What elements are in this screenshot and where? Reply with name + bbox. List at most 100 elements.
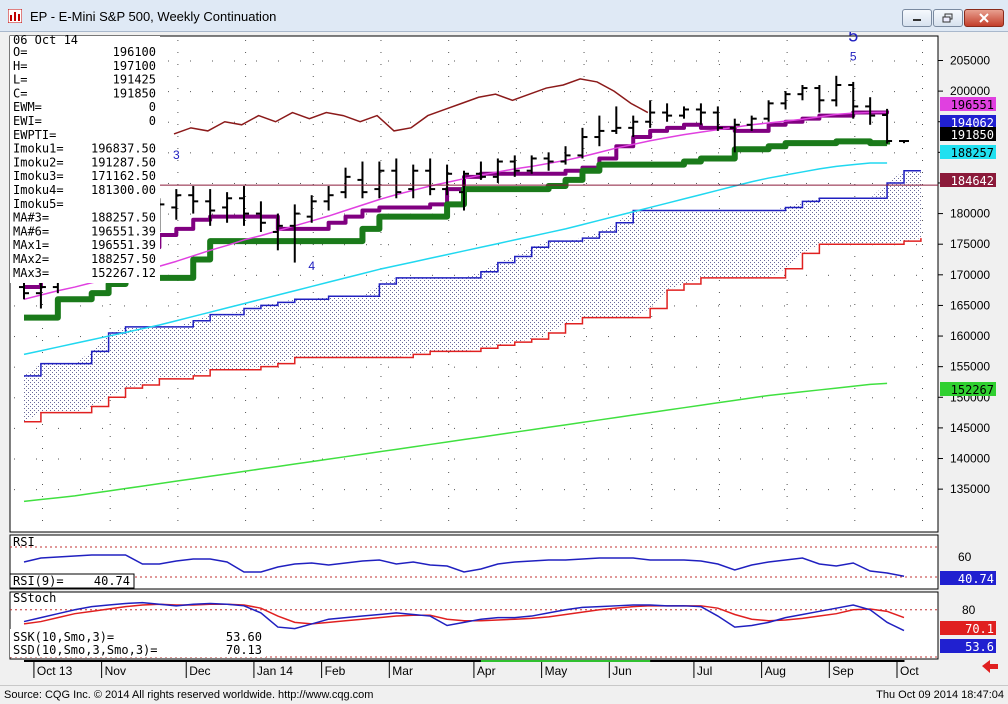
grid-dot bbox=[448, 220, 450, 221]
grid-dot bbox=[564, 427, 565, 429]
grid-dot bbox=[42, 460, 43, 461]
grid-dot bbox=[234, 397, 235, 399]
grid-dot bbox=[583, 436, 585, 437]
grid-dot bbox=[448, 76, 450, 77]
grid-dot bbox=[872, 427, 873, 429]
grid-dot bbox=[854, 64, 856, 65]
grid-dot bbox=[312, 268, 314, 269]
grid-dot bbox=[922, 196, 923, 197]
grid-dot bbox=[608, 336, 609, 338]
grid-dot bbox=[854, 508, 856, 509]
scroll-right-button[interactable] bbox=[982, 660, 998, 673]
grid-dot bbox=[58, 427, 59, 429]
grid-dot bbox=[454, 458, 455, 460]
price-axis: 1350001400001450001500001550001600001650… bbox=[938, 53, 990, 496]
grid-dot bbox=[583, 472, 585, 473]
grid-dot bbox=[14, 336, 15, 338]
grid-dot bbox=[42, 436, 43, 437]
minimize-button[interactable] bbox=[902, 9, 932, 27]
info-row-label: Imoku2= bbox=[13, 155, 64, 169]
grid-dot bbox=[806, 60, 807, 62]
price-tick-label: 200000 bbox=[950, 84, 990, 98]
grid-dot bbox=[854, 196, 856, 197]
maximize-button[interactable] bbox=[933, 9, 963, 27]
grid-dot bbox=[234, 91, 235, 93]
grid-dot bbox=[542, 60, 543, 62]
grid-dot bbox=[109, 400, 111, 401]
grid-dot bbox=[476, 427, 477, 429]
grid-dot bbox=[828, 305, 829, 307]
grid-dot bbox=[583, 496, 585, 497]
grid-dot bbox=[256, 121, 257, 123]
period-strip bbox=[650, 660, 668, 662]
grid-dot bbox=[109, 484, 111, 485]
time-label: Mar bbox=[392, 664, 413, 678]
grid-dot bbox=[344, 213, 345, 215]
series-line-imoku2 bbox=[24, 138, 891, 321]
grid-dot bbox=[448, 508, 450, 509]
grid-dot bbox=[922, 184, 923, 185]
grid-dot bbox=[177, 268, 179, 269]
grid-dot bbox=[80, 489, 81, 491]
window-title: EP - E-Mini S&P 500, Weekly Continuation bbox=[30, 9, 277, 24]
grid-dot bbox=[718, 364, 720, 365]
cloud-upper-line bbox=[24, 169, 921, 377]
grid-dot bbox=[448, 172, 450, 173]
time-label: May bbox=[545, 664, 568, 678]
grid-dot bbox=[786, 160, 788, 161]
grid-dot bbox=[806, 182, 807, 184]
grid-dot bbox=[168, 91, 169, 93]
grid-dot bbox=[177, 100, 179, 101]
grid-dot bbox=[586, 458, 587, 460]
grid-dot bbox=[410, 182, 411, 184]
period-strip bbox=[836, 660, 854, 662]
grid-dot bbox=[432, 427, 433, 429]
grid-dot bbox=[652, 60, 653, 62]
grid-dot bbox=[476, 213, 477, 215]
grid-dot bbox=[586, 182, 587, 184]
grid-dot bbox=[922, 376, 923, 377]
grid-dot bbox=[762, 366, 763, 368]
time-label: Feb bbox=[325, 664, 346, 678]
grid-dot bbox=[36, 305, 37, 307]
grid-dot bbox=[515, 112, 517, 113]
grid-dot bbox=[344, 91, 345, 93]
grid-dot bbox=[922, 352, 923, 353]
time-label: Jan 14 bbox=[257, 664, 293, 678]
grid-dot bbox=[380, 88, 382, 89]
info-row-label: Imoku5= bbox=[13, 197, 64, 211]
close-button[interactable] bbox=[964, 9, 1004, 27]
grid-dot bbox=[651, 460, 653, 461]
grid-dot bbox=[674, 336, 675, 338]
grid-dot bbox=[432, 397, 433, 399]
time-label: Nov bbox=[105, 664, 126, 678]
grid-dot bbox=[696, 336, 697, 338]
grid-dot bbox=[740, 427, 741, 429]
grid-dot bbox=[922, 88, 923, 89]
time-label: Apr bbox=[477, 664, 496, 678]
grid-dot bbox=[312, 76, 314, 77]
grid-dot bbox=[498, 397, 499, 399]
grid-dot bbox=[245, 208, 247, 209]
grid-dot bbox=[380, 40, 382, 41]
grid-dot bbox=[786, 484, 788, 485]
grid-dot bbox=[786, 316, 788, 317]
grid-dot bbox=[388, 91, 389, 93]
grid-dot bbox=[454, 213, 455, 215]
grid-dot bbox=[177, 208, 179, 209]
grid-dot bbox=[718, 436, 720, 437]
grid-dot bbox=[344, 397, 345, 399]
grid-dot bbox=[828, 121, 829, 123]
grid-dot bbox=[583, 160, 585, 161]
grid-dot bbox=[109, 412, 111, 413]
grid-dot bbox=[718, 152, 719, 154]
stoch-row-label: SSD(10,Smo,3,Smo,3)= bbox=[13, 643, 158, 657]
grid-dot bbox=[344, 366, 345, 368]
grid-dot bbox=[322, 397, 323, 399]
grid-dot bbox=[696, 397, 697, 399]
grid-dot bbox=[380, 460, 382, 461]
grid-dot bbox=[380, 184, 382, 185]
grid-dot bbox=[520, 91, 521, 93]
grid-dot bbox=[300, 366, 301, 368]
